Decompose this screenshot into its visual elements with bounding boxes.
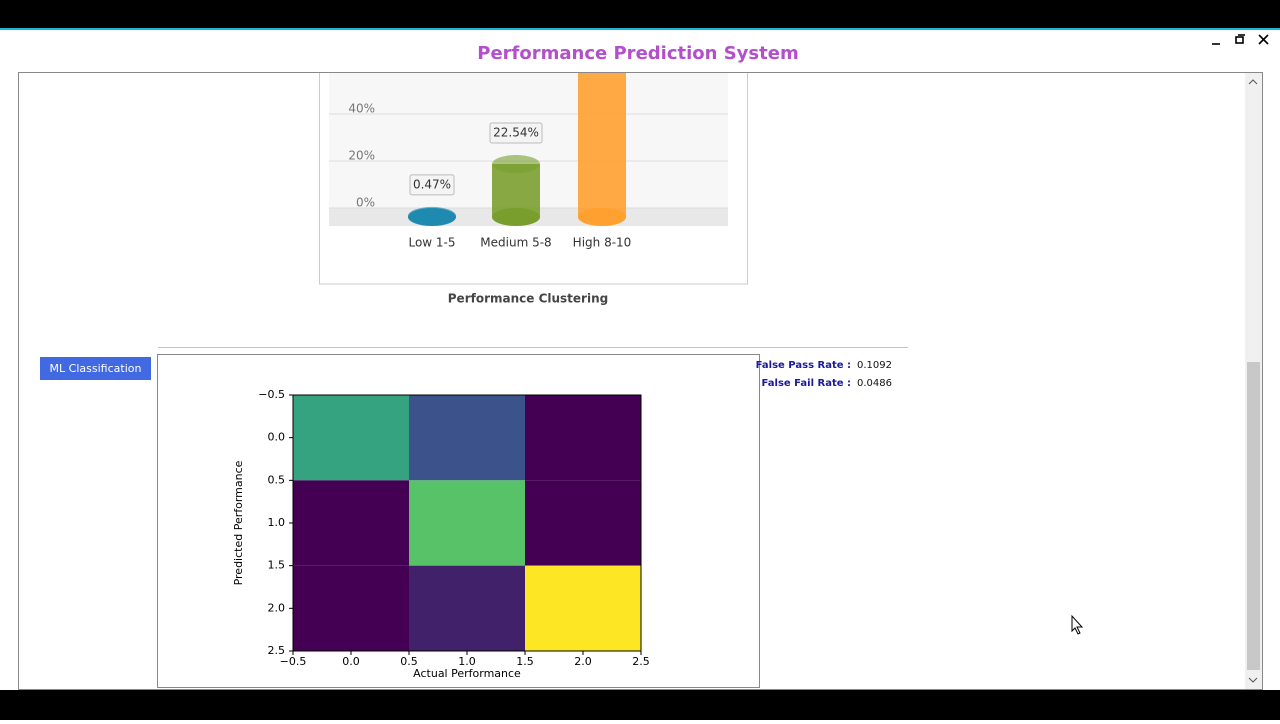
bar-base	[578, 208, 626, 226]
y-tick-label: 20%	[348, 149, 375, 163]
heat-cell	[525, 395, 641, 481]
y-axis-label: Predicted Performance	[232, 460, 245, 585]
bottom-bar	[0, 690, 1280, 720]
data-label-box	[409, 174, 455, 196]
ml-button[interactable]	[40, 357, 151, 380]
data-label: 22.54%	[493, 126, 539, 140]
y-tick-label: 0.0	[268, 431, 286, 444]
metric-label: False Pass Rate :	[756, 360, 851, 371]
bar-base	[492, 208, 540, 226]
metric-value: 0.0486	[857, 378, 892, 389]
heatmap-chart: −0.5 0.0 0.5 1.0 1.5 2.0 2.5−0.50.00.51.01.52.…	[232, 388, 650, 680]
metric-label: False Fail Rate :	[762, 378, 851, 389]
x-tick-label: 2.5	[632, 655, 650, 668]
scroll-down[interactable]	[1248, 677, 1258, 683]
chart-title: Performance Clustering	[448, 292, 608, 306]
heat-cell	[293, 565, 409, 651]
cluster-chart: 0% 20% 40% Low 1-5 0.47% Medium 5-8 22.54% High…	[319, 73, 748, 285]
data-label-box	[489, 122, 543, 144]
x-tick-label: 1.5	[516, 655, 534, 668]
window-controls[interactable]	[1212, 34, 1269, 45]
y-tick-label: 0.5	[268, 473, 286, 486]
metrics: False Pass Rate : 0.1092 False Fail Rate :…	[756, 360, 892, 389]
heat-cell	[409, 395, 525, 481]
x-tick-label: 1.0	[458, 655, 476, 668]
data-label: 0.47%	[413, 177, 451, 191]
bar	[408, 206, 456, 226]
heat-cell	[293, 480, 409, 566]
x-tick-label: 0.5	[400, 655, 418, 668]
bar	[492, 155, 540, 226]
y-tick-label: −0.5	[258, 388, 285, 401]
heat-cell	[525, 565, 641, 651]
bar-top	[492, 155, 540, 174]
window-title: Performance Prediction System	[477, 43, 798, 64]
y-tick-label: 2.0	[268, 601, 286, 614]
x-tick-label: Medium 5-8	[480, 236, 551, 250]
accent-line	[0, 28, 1280, 30]
scroll-up[interactable]	[1248, 79, 1258, 85]
y-tick-label: 40%	[348, 102, 375, 116]
x-tick-label: 2.0	[574, 655, 592, 668]
y-tick-label: 2.5	[268, 644, 286, 657]
metric-value: 0.1092	[857, 360, 892, 371]
x-tick-label: 0.0	[342, 655, 360, 668]
heat-cell	[525, 480, 641, 566]
ml-button-label[interactable]: ML Classification	[50, 362, 142, 375]
y-tick-label: 1.5	[268, 559, 286, 572]
bar-body	[578, 73, 626, 217]
y-tick-label: 1.0	[268, 516, 286, 529]
bar-top	[408, 206, 456, 225]
scrollbar-thumb[interactable]	[1247, 362, 1260, 670]
x-tick-label: High 8-10	[573, 236, 632, 250]
heat-cell	[409, 565, 525, 651]
top-bar	[0, 0, 1280, 28]
heat-cell	[409, 480, 525, 566]
x-tick-label: −0.5	[280, 655, 307, 668]
x-tick-label: Low 1-5	[408, 236, 455, 250]
bar	[578, 73, 626, 226]
y-tick-label: 0%	[356, 196, 375, 210]
cursor	[1071, 614, 1084, 635]
x-axis-label: Actual Performance	[413, 667, 521, 680]
heat-cell	[293, 395, 409, 481]
